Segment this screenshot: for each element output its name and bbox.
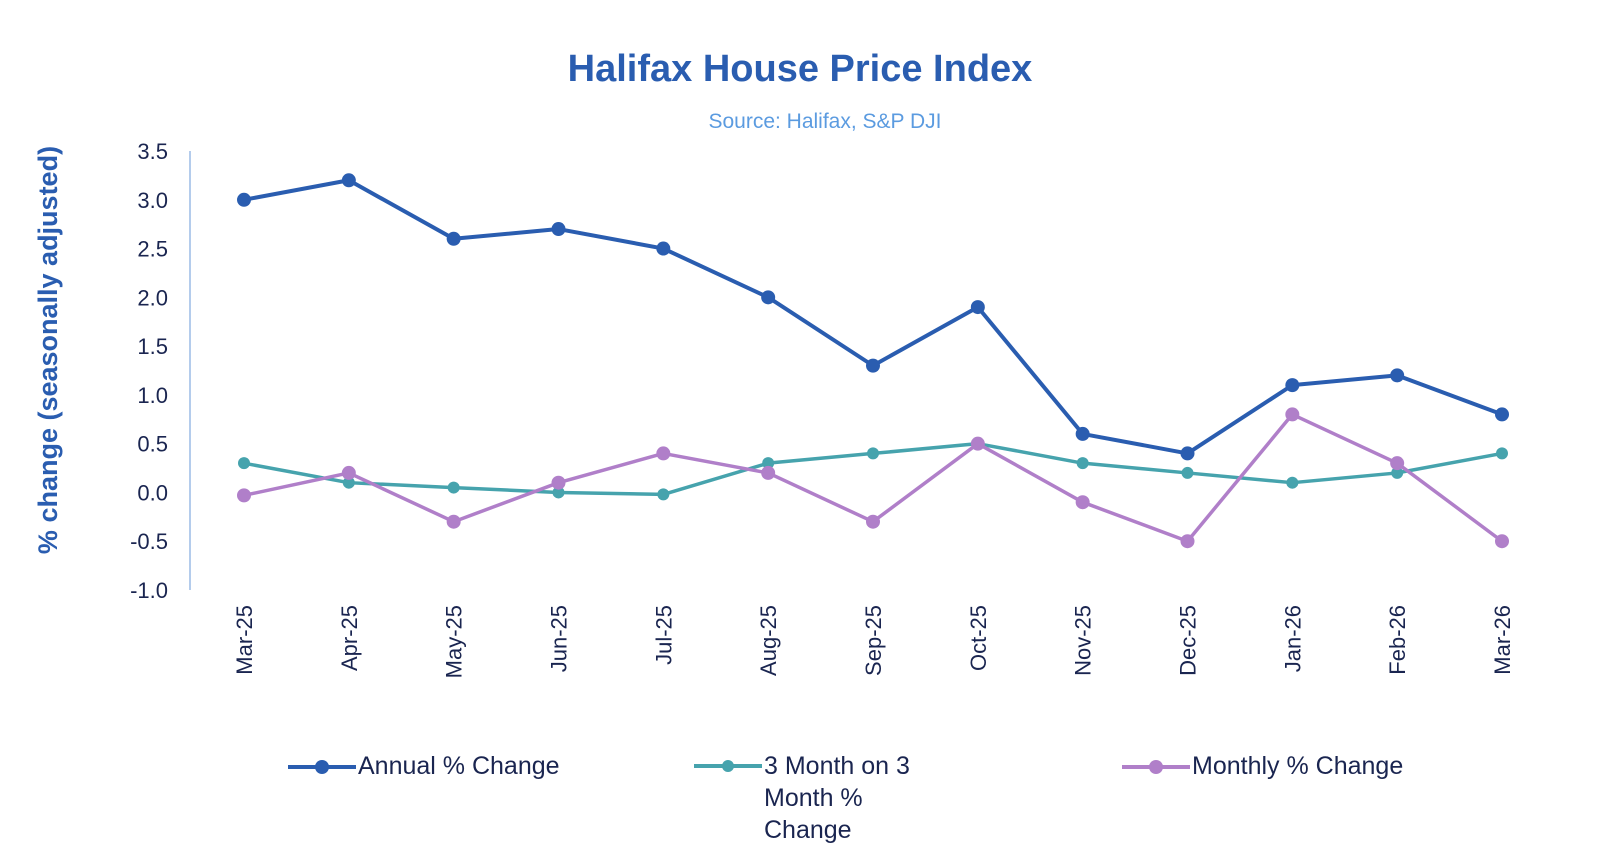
data-point (1496, 447, 1508, 460)
data-point (238, 457, 250, 470)
y-tick-label: -0.5 (130, 529, 168, 554)
data-point (656, 446, 671, 461)
legend-marker-monthly (1122, 760, 1190, 775)
legend-marker-3m (694, 760, 762, 772)
data-point (1285, 378, 1300, 393)
chart-subtitle: Source: Halifax, S&P DJI (708, 110, 942, 133)
y-tick-label: 3.0 (137, 188, 168, 213)
x-tick-label: Mar-26 (1490, 605, 1515, 675)
data-point (1181, 466, 1194, 479)
data-point (1391, 466, 1404, 479)
data-point (1075, 495, 1090, 510)
y-tick-label: 0.0 (137, 480, 168, 505)
data-point (1495, 407, 1509, 422)
data-point (867, 447, 879, 460)
data-point (1390, 368, 1405, 383)
data-point (762, 457, 775, 470)
x-tick-label: Dec-25 (1176, 605, 1201, 676)
y-axis-label: % change (seasonally adjusted) (33, 146, 63, 554)
data-point (1390, 456, 1405, 471)
data-point (761, 465, 776, 480)
legend-item-annual: Annual % Change (288, 750, 560, 783)
data-point (552, 486, 565, 499)
data-point (1076, 457, 1089, 470)
y-tick-label: 2.5 (137, 237, 168, 262)
y-tick-label: 0.5 (137, 432, 168, 457)
data-point (1285, 407, 1300, 422)
y-tick-label: 2.0 (137, 285, 168, 310)
data-point (1495, 534, 1509, 549)
legend-label-3m: 3 Month on 3 Month % Change (764, 752, 910, 844)
data-point (342, 476, 355, 489)
x-tick-label: Oct-25 (966, 605, 991, 671)
data-point (1075, 426, 1090, 441)
data-point (551, 222, 566, 237)
data-point (866, 514, 880, 529)
data-point (761, 290, 776, 305)
x-tick-label: Jul-25 (651, 605, 676, 665)
x-tick-label: Mar-25 (232, 605, 257, 675)
y-tick-label: 1.5 (137, 334, 168, 359)
data-point (1286, 476, 1299, 489)
y-tick-label: -1.0 (130, 578, 168, 603)
data-point (446, 514, 461, 529)
x-tick-label: Aug-25 (756, 605, 781, 676)
data-point (551, 475, 566, 490)
data-point (1180, 446, 1195, 461)
x-tick-label: Nov-25 (1071, 605, 1096, 676)
data-point (237, 488, 251, 503)
data-point (237, 192, 251, 207)
data-point (866, 358, 880, 373)
data-point (447, 481, 460, 494)
legend-label-annual: Annual % Change (358, 752, 560, 780)
data-point (446, 231, 461, 246)
legend-label-monthly: Monthly % Change (1192, 752, 1404, 780)
data-point (970, 300, 985, 315)
x-tick-label: Sep-25 (861, 605, 886, 676)
data-point (657, 488, 670, 501)
data-point (341, 465, 356, 480)
legend-marker-annual (288, 760, 356, 775)
data-point (341, 173, 356, 188)
chart-title: Halifax House Price Index (567, 48, 1033, 90)
x-tick-label: Jun-25 (547, 605, 572, 672)
x-tick-label: Feb-26 (1385, 605, 1410, 675)
legend-item-monthly: Monthly % Change (1122, 750, 1403, 783)
legend-item-3m: 3 Month on 3 Month % Change (694, 750, 954, 846)
data-point (1180, 534, 1195, 549)
data-point (656, 241, 671, 256)
x-tick-label: May-25 (442, 605, 467, 678)
data-point (970, 436, 985, 451)
x-tick-label: Apr-25 (337, 605, 362, 671)
y-tick-label: 3.5 (137, 139, 168, 164)
y-tick-label: 1.0 (137, 383, 168, 408)
series-line-0 (243, 178, 1503, 456)
x-tick-label: Jan-26 (1280, 605, 1305, 672)
